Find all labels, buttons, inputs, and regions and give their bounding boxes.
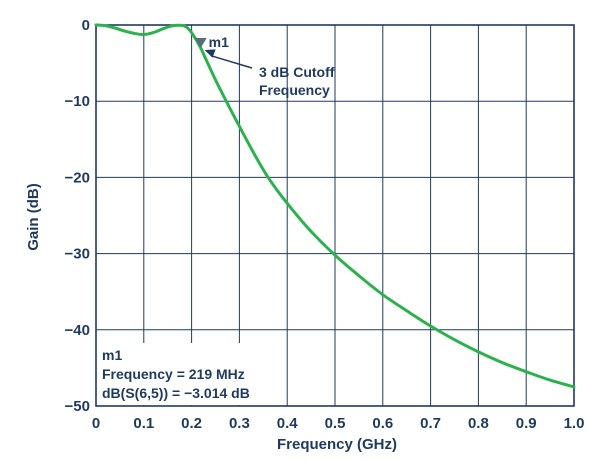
y-tick-label: −10 xyxy=(65,93,90,110)
x-axis-title: Frequency (GHz) xyxy=(277,436,397,453)
x-tick-label: 1.0 xyxy=(564,415,585,432)
y-tick-label: −50 xyxy=(65,398,90,415)
y-axis-title: Gain (dB) xyxy=(25,183,42,251)
y-tick-labels: 0 −10 −20 −30 −40 −50 xyxy=(65,17,90,415)
callout-arrowhead-icon xyxy=(204,49,216,58)
x-tick-label: 0 xyxy=(92,415,100,432)
callout-arrow xyxy=(211,55,253,69)
y-tick-label: −20 xyxy=(65,169,90,186)
readout-line-2: Frequency = 219 MHz xyxy=(102,366,245,382)
x-tick-label: 0.4 xyxy=(277,415,299,432)
plot-frame xyxy=(95,24,575,407)
callout-line-1: 3 dB Cutoff xyxy=(259,64,335,80)
x-tick-label: 0.5 xyxy=(325,415,346,432)
readout-line-1: m1 xyxy=(102,347,122,363)
x-tick-labels: 0 0.1 0.2 0.3 0.4 0.5 0.6 0.7 0.8 0.9 1.0 xyxy=(92,415,585,432)
y-tick-label: 0 xyxy=(82,17,90,34)
readout-line-3: dB(S(6,5)) = −3.014 dB xyxy=(102,385,250,401)
y-tick-label: −30 xyxy=(65,246,90,263)
x-tick-label: 0.9 xyxy=(516,415,537,432)
x-tick-label: 0.8 xyxy=(468,415,489,432)
x-tick-label: 0.6 xyxy=(372,415,393,432)
x-tick-label: 0.3 xyxy=(229,415,250,432)
x-tick-label: 0.1 xyxy=(133,415,154,432)
m1-marker-label: m1 xyxy=(209,34,229,50)
gain-curve xyxy=(94,23,576,389)
x-tick-label: 0.2 xyxy=(181,415,202,432)
m1-marker-icon xyxy=(194,37,207,48)
callout-line-2: Frequency xyxy=(259,82,330,98)
x-tick-label: 0.7 xyxy=(420,415,441,432)
readout-box-bg xyxy=(98,343,274,405)
y-tick-label: −40 xyxy=(65,322,90,339)
